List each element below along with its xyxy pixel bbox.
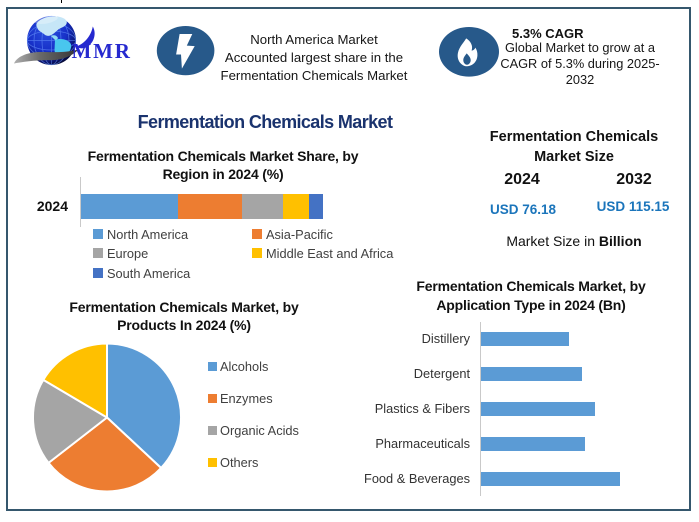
svg-text:MMR: MMR (72, 39, 132, 63)
